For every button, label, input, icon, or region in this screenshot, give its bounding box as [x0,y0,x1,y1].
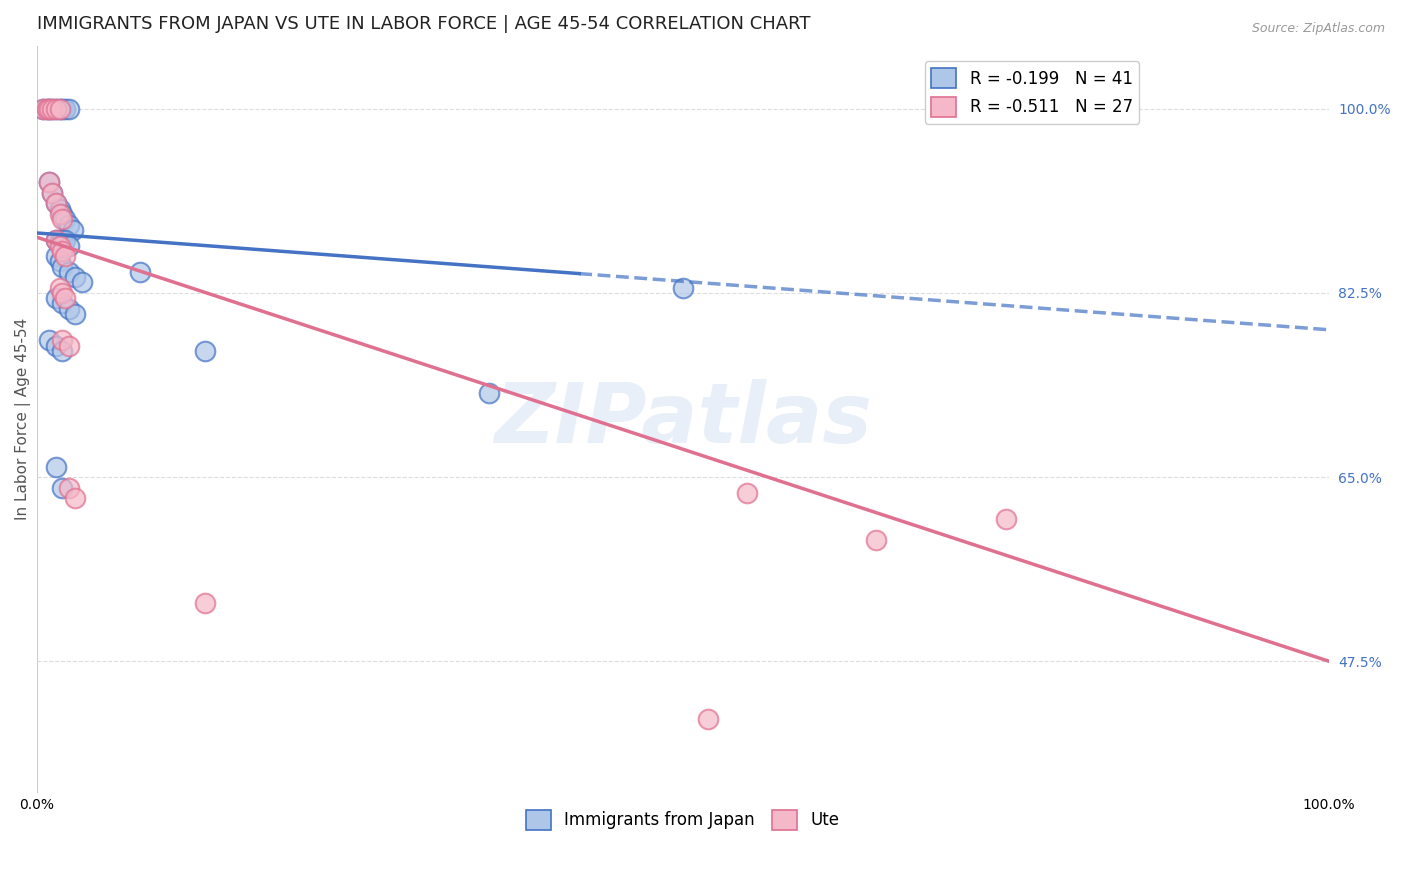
Point [49,207,72,221]
Point [478,385,501,400]
Point [70,276,93,290]
Point [51,285,73,300]
Point [51,343,73,358]
Point [697,712,720,726]
Point [735,485,758,500]
Point [41,102,63,116]
Point [51,212,73,227]
Point [38,176,60,190]
Point [994,512,1017,526]
Point [53,291,76,305]
Legend: Immigrants from Japan, Ute: Immigrants from Japan, Ute [519,803,846,837]
Point [45,196,67,211]
Point [865,533,887,548]
Point [32,102,55,116]
Point [49,202,72,216]
Point [41,186,63,200]
Point [51,244,73,258]
Point [49,233,72,247]
Point [45,196,67,211]
Point [49,102,72,116]
Point [45,102,67,116]
Point [53,233,76,247]
Point [41,186,63,200]
Point [45,233,67,247]
Point [45,459,67,474]
Point [35,102,58,116]
Point [45,338,67,352]
Point [58,301,80,316]
Point [35,102,58,116]
Point [49,280,72,294]
Point [45,249,67,263]
Point [38,102,60,116]
Point [58,218,80,232]
Point [51,102,73,116]
Text: IMMIGRANTS FROM JAPAN VS UTE IN LABOR FORCE | AGE 45-54 CORRELATION CHART: IMMIGRANTS FROM JAPAN VS UTE IN LABOR FO… [37,15,810,33]
Point [51,481,73,495]
Point [193,596,215,610]
Point [49,254,72,268]
Point [45,291,67,305]
Point [51,333,73,347]
Point [51,233,73,247]
Point [129,265,152,279]
Point [58,481,80,495]
Point [62,223,84,237]
Point [38,333,60,347]
Point [45,102,67,116]
Point [41,102,63,116]
Y-axis label: In Labor Force | Age 45-54: In Labor Force | Age 45-54 [15,318,31,520]
Text: ZIPatlas: ZIPatlas [494,379,872,459]
Point [49,238,72,252]
Point [51,260,73,274]
Point [53,212,76,227]
Point [65,270,87,285]
Point [65,307,87,321]
Point [65,491,87,505]
Point [58,102,80,116]
Point [193,343,215,358]
Point [51,296,73,310]
Point [45,233,67,247]
Point [49,102,72,116]
Point [671,280,693,294]
Point [53,102,76,116]
Point [58,238,80,252]
Point [51,207,73,221]
Point [32,102,55,116]
Point [38,176,60,190]
Text: Source: ZipAtlas.com: Source: ZipAtlas.com [1251,22,1385,36]
Point [58,265,80,279]
Point [38,102,60,116]
Point [53,249,76,263]
Point [58,338,80,352]
